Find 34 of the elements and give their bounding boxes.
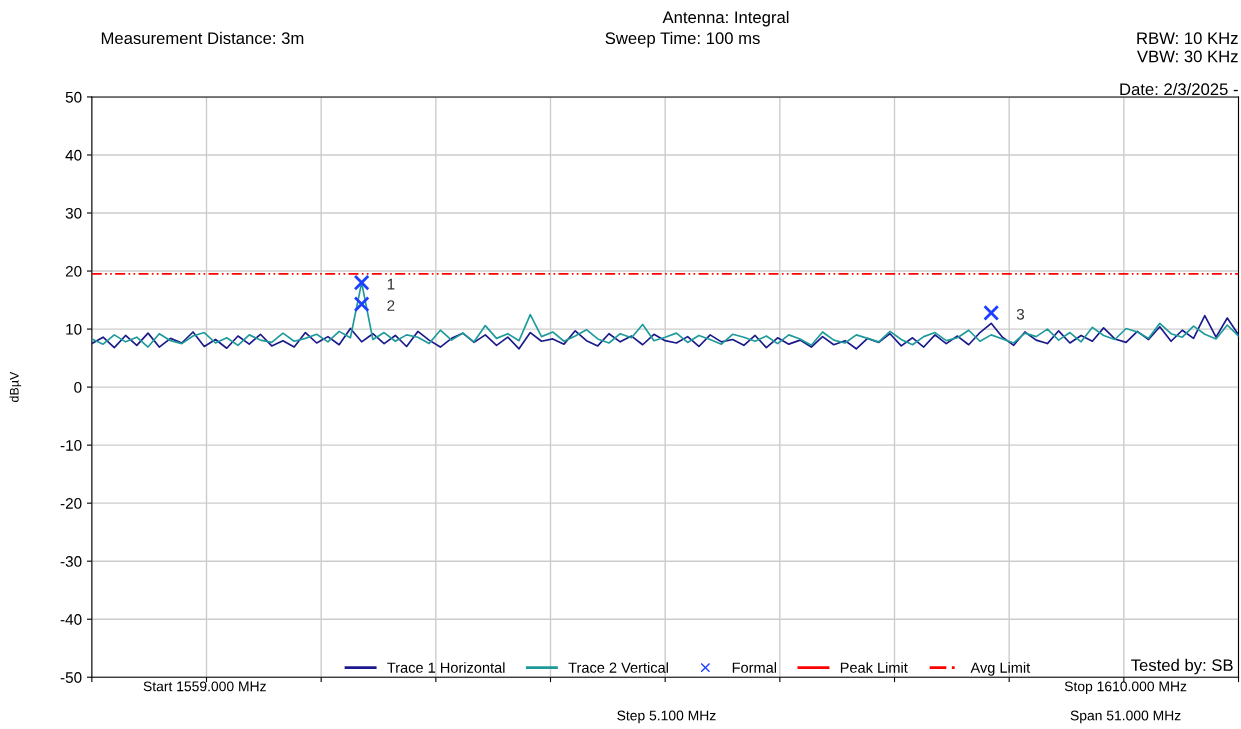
annotation: 1 <box>387 278 395 290</box>
text: VBW: 30 KHz <box>1137 50 1238 63</box>
text: Span 51.000 MHz <box>1070 710 1181 724</box>
point <box>353 274 370 291</box>
y-tick-label: -10 <box>60 440 82 451</box>
y-tick-label: -40 <box>60 614 82 625</box>
legend-label: Peak Limit <box>840 662 908 673</box>
text: RBW: 10 KHz <box>1137 32 1238 45</box>
annotation: Tested by: SB <box>1131 658 1233 675</box>
text: Start 1559.000 MHz <box>143 681 266 692</box>
y-tick-label: 20 <box>65 265 82 277</box>
legend-label: Trace 2 Vertical <box>568 662 668 673</box>
y-tick-label: 10 <box>66 323 82 335</box>
text: Sweep Time: 100 ms <box>605 31 760 48</box>
y-tick-label: 30 <box>65 207 82 219</box>
text: Stop 1610.000 MHz <box>1064 681 1187 695</box>
y-tick-label: 0 <box>74 381 82 393</box>
annotation: 3 <box>1016 308 1025 320</box>
text: Measurement Distance: 3m <box>101 31 304 45</box>
annotation: 2 <box>387 300 395 311</box>
legend-label: Avg Limit <box>970 662 1031 676</box>
y-tick-label: 40 <box>65 149 82 161</box>
text: Date: 2/3/2025 - <box>1120 82 1238 96</box>
y-tick-label: 50 <box>65 91 82 103</box>
point <box>353 296 370 313</box>
point <box>983 304 1000 321</box>
y-axis-title: dBµV <box>9 371 22 402</box>
y-tick-label: -20 <box>60 498 82 509</box>
y-tick-label: -50 <box>60 672 82 683</box>
y-tick-label: -30 <box>60 556 82 567</box>
legend-label: Trace 1 Horizontal <box>387 662 505 673</box>
text: Step 5.100 MHz <box>617 710 716 724</box>
legend-label: Formal <box>732 662 777 673</box>
chart-title: Antenna: Integral <box>662 10 789 27</box>
